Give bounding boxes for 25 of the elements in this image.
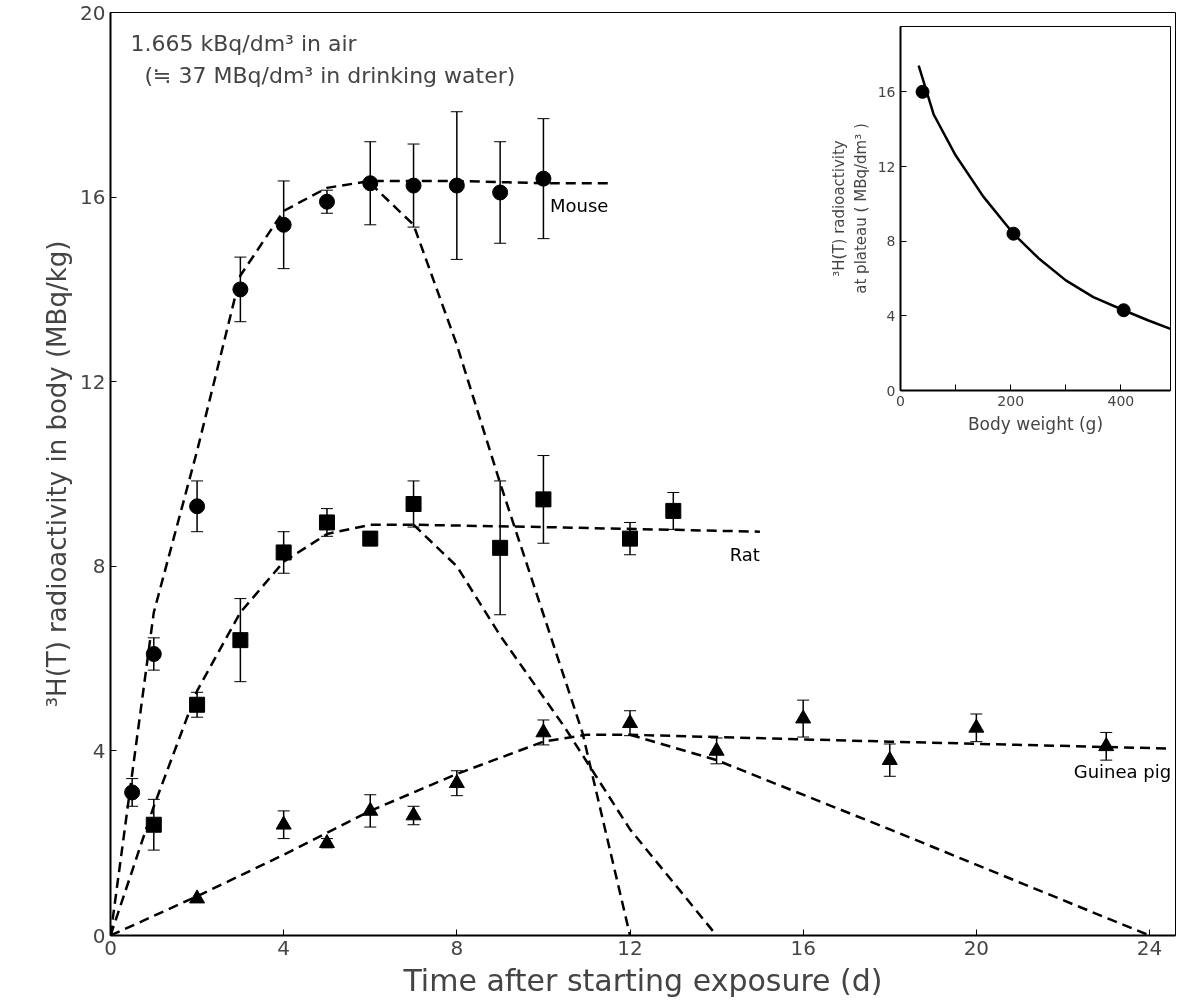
x-tick-label: 20 <box>963 935 990 960</box>
y-tick-label: 4 <box>886 307 896 324</box>
y-tick-label: 12 <box>877 158 896 175</box>
y-tick-label: 20 <box>80 0 106 25</box>
x-tick-label: 200 <box>997 392 1025 409</box>
y-axis-title: ³H(T) radioactivity at plateau ( MBq/dm³ ) <box>830 123 870 294</box>
x-tick-label: 16 <box>790 935 816 960</box>
annotation: (≒ 37 MBq/dm³ in drinking water) <box>144 62 516 88</box>
x-tick-label: 4 <box>277 935 291 960</box>
y-tick-label: 16 <box>80 185 106 210</box>
x-axis-title: Time after starting exposure (d) <box>402 962 883 998</box>
series-label: Mouse <box>549 195 609 217</box>
x-tick-label: 400 <box>1107 392 1135 409</box>
y-tick-label: 4 <box>92 738 106 763</box>
series-label: Guinea pig <box>1073 760 1172 782</box>
x-tick-label: 8 <box>450 935 464 960</box>
series-label: Rat <box>729 543 760 565</box>
y-tick-label: 8 <box>92 554 106 579</box>
y-axis-title: ³H(T) radioactivity in body (MBq/kg) <box>42 240 73 708</box>
x-axis-title: Body weight (g) <box>967 413 1104 434</box>
x-tick-label: 24 <box>1136 935 1163 960</box>
annotation: 1.665 kBq/dm³ in air <box>130 30 358 56</box>
x-tick-label: 12 <box>617 935 643 960</box>
y-tick-label: 16 <box>877 83 896 100</box>
y-tick-label: 8 <box>886 233 896 250</box>
